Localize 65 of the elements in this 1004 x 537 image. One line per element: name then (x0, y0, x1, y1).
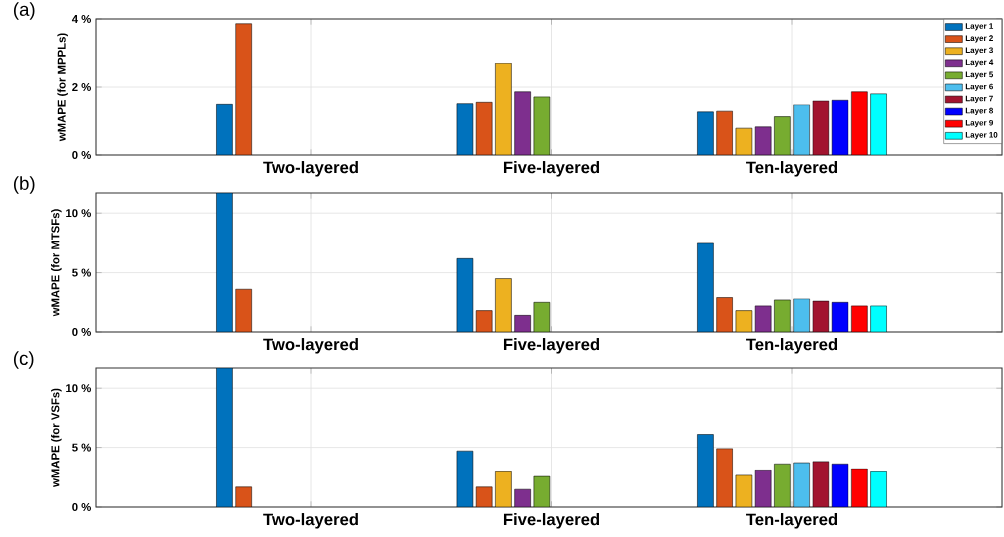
y-tick-label: 5 % (72, 443, 91, 452)
bar (456, 258, 474, 332)
bar (235, 23, 252, 155)
bar (235, 288, 252, 332)
y-tick-label: 10 % (66, 384, 91, 393)
legend-label: Layer 3 (965, 47, 993, 55)
y-tick-label: 0 % (72, 151, 91, 160)
bar (774, 463, 791, 507)
bar (533, 475, 551, 507)
x-tick-label: Two-layered (263, 161, 358, 177)
legend-label: Layer 4 (965, 59, 994, 67)
legend-label: Layer 2 (965, 35, 993, 43)
bar (812, 100, 830, 155)
y-tick-label: 10 % (66, 209, 91, 218)
bar (870, 305, 887, 332)
x-tick-label: Ten-layered (746, 513, 838, 529)
legend-label: Layer 5 (965, 71, 994, 79)
y-axis-title: wMAPE (for MTSFs) (51, 209, 62, 317)
y-axis-title: wMAPE (for VSFs) (51, 388, 62, 487)
bar (716, 448, 733, 507)
bar (697, 111, 714, 155)
bar (774, 116, 791, 155)
legend-label: Layer 6 (965, 83, 993, 91)
bar (716, 297, 733, 332)
bar (831, 302, 849, 332)
bar (456, 103, 474, 155)
bar (456, 450, 474, 507)
bar (495, 62, 512, 155)
bar (831, 99, 849, 155)
bar (697, 242, 714, 332)
bar (216, 368, 233, 507)
bar (216, 104, 233, 155)
legend-label: Layer 8 (965, 107, 994, 116)
x-tick-label: Two-layered (263, 513, 358, 529)
bar (831, 463, 849, 507)
legend-label: Layer 9 (965, 119, 993, 128)
y-tick-label: 0 % (72, 328, 91, 337)
bar (495, 278, 512, 332)
legend-label: Layer 1 (965, 23, 994, 31)
bar (475, 102, 493, 155)
y-tick-label: 0 % (72, 503, 91, 512)
x-tick-label: Ten-layered (746, 338, 838, 354)
bar (514, 488, 531, 507)
bar (533, 96, 551, 155)
x-tick-label: Two-layered (263, 338, 358, 354)
bar (697, 434, 714, 507)
legend-label: Layer 10 (965, 132, 998, 140)
bar (870, 471, 887, 507)
chart-title: (a) (13, 2, 35, 20)
y-tick-label: 4 % (71, 15, 91, 23)
bar (514, 91, 531, 155)
y-tick-label: 2 % (72, 83, 91, 91)
y-tick-label: 5 % (72, 268, 91, 277)
x-tick-label: Five-layered (503, 338, 600, 354)
bar (716, 110, 733, 155)
y-axis-title: wMAPE (for MPPLs) (57, 33, 68, 142)
bar (514, 315, 531, 332)
x-tick-label: Five-layered (503, 161, 600, 177)
bar (216, 193, 233, 332)
chart-title: (b) (13, 176, 35, 194)
bar (812, 300, 830, 332)
x-tick-label: Ten-layered (746, 161, 838, 177)
chart-title: (c) (13, 351, 34, 369)
x-tick-label: Five-layered (503, 513, 600, 529)
legend-label: Layer 7 (965, 95, 993, 103)
